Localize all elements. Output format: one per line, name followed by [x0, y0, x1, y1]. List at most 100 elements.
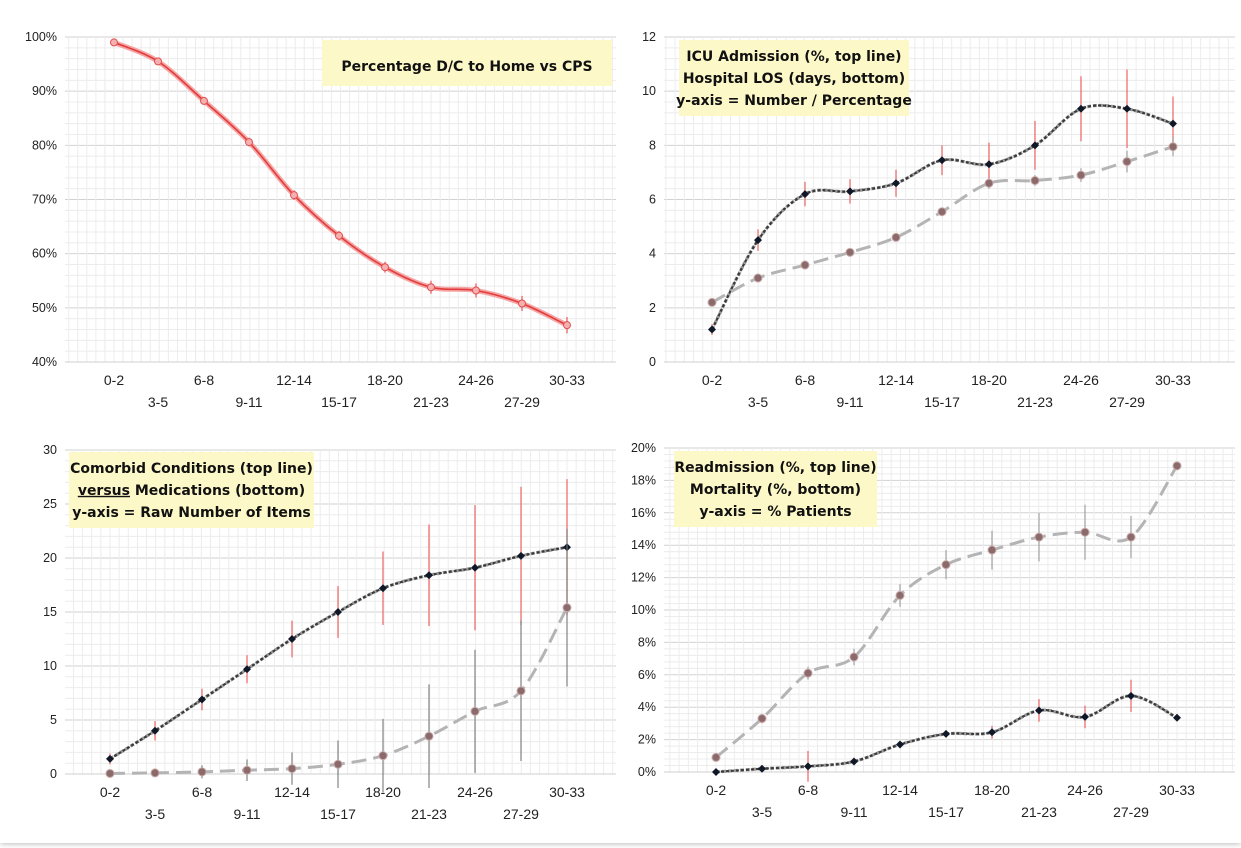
x-tick-label: 9-11: [236, 394, 263, 410]
data-point: [758, 764, 766, 773]
x-tick-label: 0-2: [706, 782, 726, 798]
annotation-box: [674, 451, 877, 527]
y-tick-label: 8: [649, 138, 656, 152]
data-point: [334, 608, 342, 616]
chart-panel-3: 0510152025300-23-56-89-1112-1415-1718-20…: [43, 443, 616, 822]
data-point: [988, 728, 996, 737]
data-point: [987, 545, 997, 555]
data-point: [335, 231, 343, 240]
x-tick-label: 6-8: [795, 372, 815, 388]
data-point: [942, 729, 950, 738]
data-point: [471, 563, 479, 572]
annotation-box: [69, 452, 314, 528]
chart-panel-2: 0 2 4 6 8 10 12 0-2 3-5 6-8 9-11 12-14 15-17 18-20 21-…: [642, 30, 1235, 410]
chart-panel-1: 40% 50% 60% 70% 80% 90% 100% 0-2 3-5 6-8 9-11 12-14…: [25, 30, 616, 410]
x-tick-label: 21-23: [1017, 394, 1053, 410]
series-1: [711, 461, 1182, 762]
data-point: [105, 768, 115, 778]
data-point: [472, 286, 480, 295]
x-tick-label: 3-5: [145, 806, 165, 822]
data-point: [1031, 141, 1039, 150]
x-tick-label: 9-11: [841, 804, 868, 820]
data-point: [891, 232, 901, 242]
x-tick-label: 18-20: [971, 372, 1007, 388]
x-tick-label: 9-11: [234, 806, 261, 822]
annotation-line: y-axis = % Patients: [699, 504, 851, 520]
data-point: [200, 96, 208, 105]
y-tick-label: 8%: [638, 635, 656, 649]
data-point: [754, 236, 762, 245]
data-point: [800, 260, 810, 270]
x-tick-label: 24-26: [458, 372, 494, 388]
x-tick-label: 24-26: [1063, 372, 1099, 388]
x-tick-label: 3-5: [748, 394, 768, 410]
data-point: [243, 665, 251, 674]
x-tick-label: 18-20: [974, 782, 1010, 798]
data-point: [106, 754, 114, 763]
x-tick-label: 6-8: [194, 372, 214, 388]
data-point: [197, 767, 207, 777]
data-point: [1126, 532, 1136, 542]
y-tick-label: 0: [649, 355, 656, 369]
x-tick-label: 30-33: [1155, 372, 1191, 388]
data-point: [562, 603, 572, 613]
data-point: [845, 247, 855, 257]
data-point: [938, 156, 946, 165]
series-line: [715, 465, 1179, 759]
data-point: [849, 652, 859, 662]
data-point: [245, 138, 253, 147]
data-point: [151, 726, 159, 735]
data-point: [1034, 532, 1044, 542]
data-point: [803, 668, 813, 678]
annotation-underline: versus: [78, 483, 130, 499]
data-point: [801, 190, 809, 199]
y-tick-label: 6%: [638, 668, 656, 682]
data-point: [985, 160, 993, 169]
x-tick-label: 21-23: [411, 806, 447, 822]
y-tick-label: 50%: [32, 301, 57, 315]
series-line: [711, 104, 1174, 331]
y-tick-label: 4: [649, 247, 656, 261]
y-tick-label: 20%: [631, 441, 656, 455]
data-point: [753, 273, 763, 283]
y-tick-label: 0%: [638, 765, 656, 779]
y-tick-label: 60%: [32, 247, 57, 261]
data-point: [378, 751, 388, 761]
data-point: [1127, 691, 1135, 700]
x-tick-label: 6-8: [798, 782, 818, 798]
y-tick-label: 25: [43, 497, 57, 511]
series-2: [712, 679, 1181, 782]
data-point: [708, 325, 716, 334]
grid: [664, 447, 1235, 773]
y-tick-label: 2%: [638, 733, 656, 747]
annotation-line: y-axis = Raw Number of Items: [72, 505, 311, 521]
data-point: [1122, 157, 1132, 167]
y-tick-label: 20: [43, 551, 57, 565]
x-tick-label: 12-14: [882, 782, 918, 798]
data-point: [517, 551, 525, 560]
y-tick-label: 10%: [631, 603, 656, 617]
y-tick-label: 80%: [32, 138, 57, 152]
x-tick-label: 21-23: [413, 394, 449, 410]
data-point: [425, 571, 433, 580]
x-tick-label: 24-26: [1067, 782, 1103, 798]
data-point: [379, 584, 387, 593]
data-point: [427, 283, 435, 292]
data-point: [333, 759, 343, 769]
x-tick-label: 27-29: [504, 394, 540, 410]
x-tick-label: 15-17: [924, 394, 960, 410]
y-tick-label: 18%: [631, 473, 656, 487]
y-tick-label: 100%: [25, 30, 57, 44]
annotation-text: Medications (bottom): [130, 483, 305, 499]
data-point: [1035, 706, 1043, 715]
data-point: [850, 757, 858, 766]
data-point: [563, 321, 571, 330]
data-point: [242, 765, 252, 775]
annotation-line: ICU Admission (%, top line): [686, 49, 901, 65]
y-tick-label: 5: [50, 713, 57, 727]
data-point: [1076, 170, 1086, 180]
y-tick-label: 40%: [32, 355, 57, 369]
data-point: [424, 731, 434, 741]
y-tick-label: 90%: [32, 84, 57, 98]
